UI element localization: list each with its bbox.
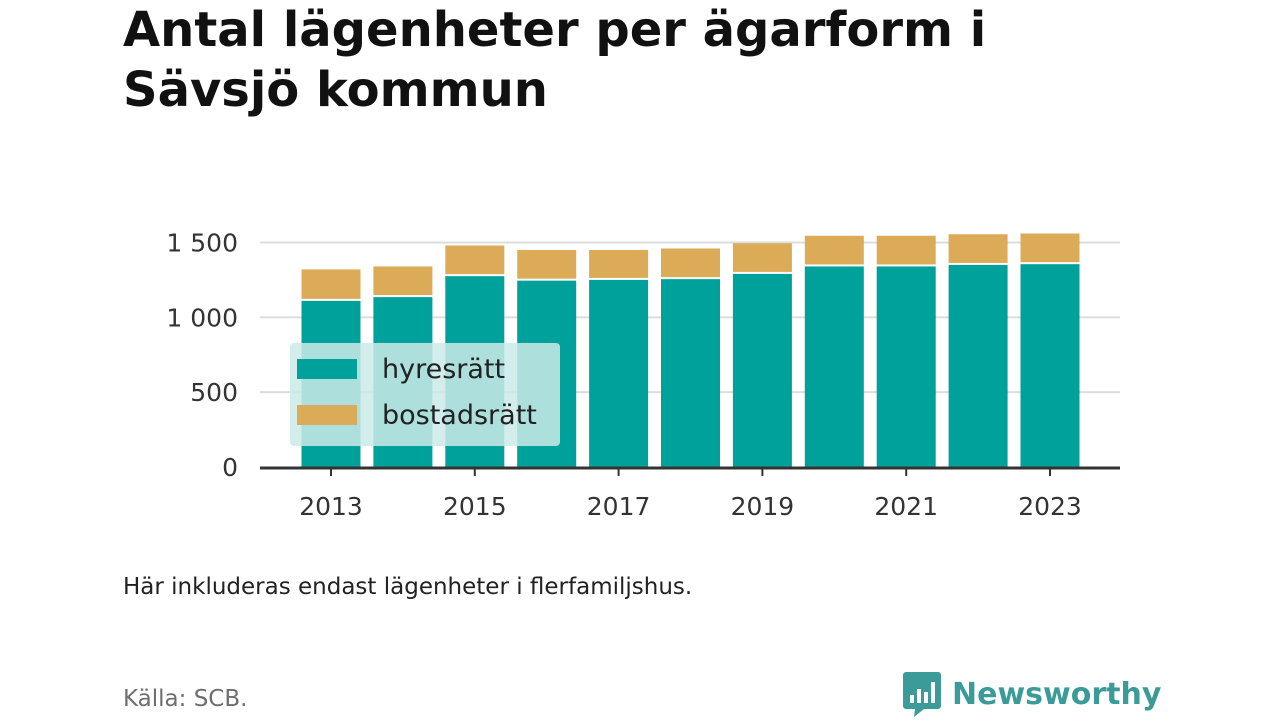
- bar-hyresratt: [589, 279, 649, 467]
- legend-swatch: [297, 359, 357, 379]
- y-tick-label: 1 500: [166, 228, 238, 257]
- bar-bostadsratt: [661, 248, 720, 278]
- bar-hyresratt: [948, 264, 1008, 467]
- y-tick-label: 0: [222, 453, 238, 482]
- y-tick-label: 500: [190, 378, 238, 407]
- bar-bostadsratt: [445, 245, 505, 275]
- bar-hyresratt: [876, 266, 936, 467]
- x-tick-label: 2013: [299, 492, 363, 521]
- y-tick-label: 1 000: [166, 303, 238, 332]
- x-tick-label: 2021: [874, 492, 938, 521]
- brand-name: Newsworthy: [952, 676, 1162, 712]
- source-text: Källa: SCB.: [123, 686, 248, 712]
- bar-bostadsratt: [301, 269, 361, 299]
- bar-bostadsratt: [589, 249, 649, 278]
- bar-bostadsratt: [732, 243, 792, 272]
- bar-bostadsratt: [517, 249, 577, 279]
- chart-title: Antal lägenheter per ägarform i Sävsjö k…: [123, 2, 987, 118]
- x-tick-label: 2015: [443, 492, 507, 521]
- bar-bostadsratt: [1020, 233, 1080, 263]
- chart-note: Här inkluderas endast lägenheter i flerf…: [123, 574, 693, 600]
- bar-bostadsratt: [948, 234, 1008, 263]
- x-tick-label: 2017: [587, 492, 651, 521]
- axes: 0 500 1 000 1 500 2013 2015 2017 2019 2021 2023: [166, 228, 1120, 521]
- legend-label: hyresrätt: [382, 354, 505, 385]
- legend-label: bostadsrätt: [382, 400, 537, 431]
- bar-hyresratt: [1020, 264, 1080, 467]
- bar-bostadsratt: [804, 235, 864, 265]
- bar-hyresratt: [732, 273, 792, 467]
- bar-hyresratt: [804, 266, 864, 467]
- x-tick-label: 2019: [731, 492, 795, 521]
- bar-bostadsratt: [373, 266, 433, 296]
- legend-box: [290, 343, 560, 446]
- legend-swatch: [297, 405, 357, 425]
- x-tick-label: 2023: [1018, 492, 1082, 521]
- newsworthy-logo-icon: [903, 672, 941, 717]
- bar-bostadsratt: [876, 235, 936, 265]
- legend: hyresrätt bostadsrätt: [290, 343, 560, 446]
- bar-chart: 0 500 1 000 1 500 2013 2015 2017 2019 2021 2023 h…: [166, 228, 1120, 521]
- bar-hyresratt: [661, 279, 720, 467]
- brand-logo: Newsworthy: [902, 670, 1161, 718]
